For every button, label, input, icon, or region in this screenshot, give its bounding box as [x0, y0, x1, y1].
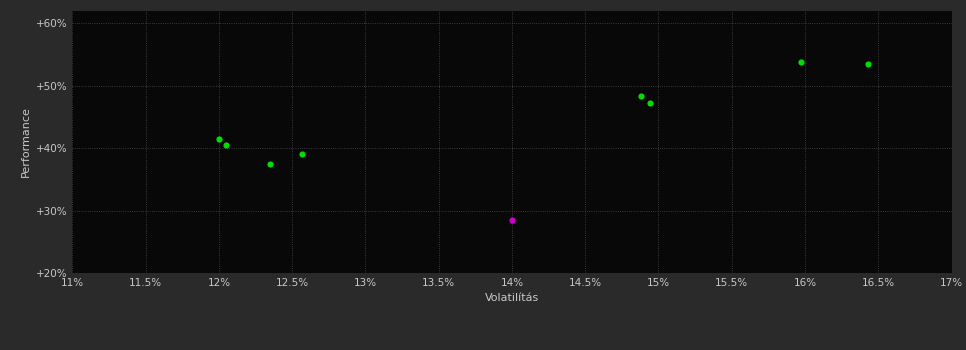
Y-axis label: Performance: Performance — [20, 106, 30, 177]
Point — [793, 60, 809, 65]
Point — [861, 62, 876, 67]
Point — [263, 161, 278, 167]
X-axis label: Volatilítás: Volatilítás — [485, 293, 539, 303]
Point — [218, 142, 234, 148]
Point — [212, 136, 227, 141]
Point — [642, 100, 658, 106]
Point — [295, 152, 310, 157]
Point — [633, 93, 648, 99]
Point — [504, 217, 520, 223]
